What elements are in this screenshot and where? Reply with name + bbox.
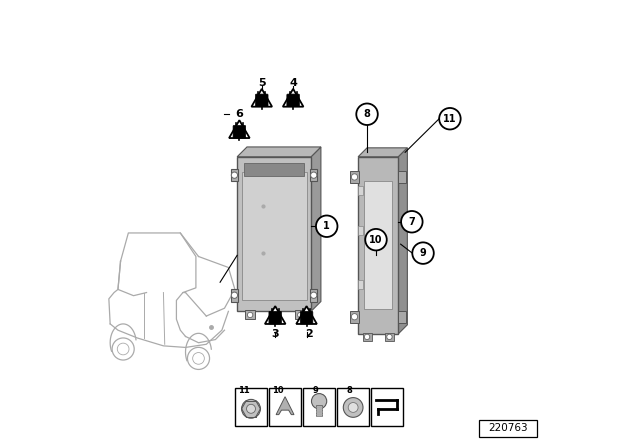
Bar	[231, 169, 238, 181]
FancyBboxPatch shape	[287, 94, 300, 107]
Bar	[303, 388, 335, 426]
Text: 11: 11	[443, 114, 457, 124]
Text: 3: 3	[271, 329, 279, 339]
Polygon shape	[398, 148, 407, 334]
Polygon shape	[252, 89, 272, 107]
Text: 6: 6	[236, 109, 243, 119]
Text: 7: 7	[408, 217, 415, 227]
Bar	[358, 186, 363, 195]
Circle shape	[310, 172, 317, 178]
Bar	[269, 388, 301, 426]
Text: 11: 11	[237, 386, 250, 395]
Circle shape	[248, 312, 253, 318]
Circle shape	[343, 398, 363, 418]
Bar	[358, 226, 363, 235]
Circle shape	[310, 292, 317, 298]
Polygon shape	[265, 306, 285, 324]
Polygon shape	[276, 397, 294, 415]
Circle shape	[412, 242, 434, 264]
Circle shape	[401, 211, 422, 233]
Polygon shape	[358, 148, 407, 157]
Text: 4: 4	[289, 78, 297, 88]
Circle shape	[356, 103, 378, 125]
Text: 1: 1	[323, 221, 330, 231]
Text: 9: 9	[420, 248, 426, 258]
Bar	[358, 280, 363, 289]
Text: 10: 10	[271, 386, 284, 395]
Text: 220763: 220763	[488, 423, 528, 433]
FancyBboxPatch shape	[300, 311, 313, 324]
Polygon shape	[311, 147, 321, 311]
Bar	[362, 333, 371, 341]
Bar	[237, 157, 311, 311]
Text: 9: 9	[313, 386, 319, 395]
Circle shape	[312, 394, 326, 409]
Circle shape	[364, 334, 370, 340]
Circle shape	[387, 334, 392, 340]
Circle shape	[351, 314, 358, 320]
Bar	[385, 333, 394, 341]
Polygon shape	[237, 147, 321, 157]
Bar	[397, 311, 406, 323]
Circle shape	[439, 108, 461, 129]
FancyBboxPatch shape	[269, 311, 282, 324]
Bar	[337, 388, 369, 426]
Circle shape	[231, 292, 237, 298]
Bar	[371, 388, 403, 426]
Bar	[350, 171, 359, 183]
Circle shape	[316, 215, 337, 237]
Circle shape	[351, 174, 358, 180]
Bar	[316, 405, 322, 417]
Text: 10: 10	[369, 235, 383, 245]
Bar	[358, 157, 398, 334]
Circle shape	[231, 172, 237, 178]
FancyBboxPatch shape	[255, 94, 268, 107]
Text: 5: 5	[258, 78, 266, 88]
Polygon shape	[229, 120, 250, 138]
Bar	[397, 171, 406, 183]
Circle shape	[348, 402, 358, 412]
Bar	[295, 310, 305, 319]
Bar	[350, 311, 359, 323]
Bar	[241, 172, 307, 300]
Bar	[479, 420, 538, 437]
Text: 8: 8	[364, 109, 371, 119]
Polygon shape	[283, 89, 303, 107]
Bar	[310, 289, 317, 302]
Circle shape	[246, 404, 255, 413]
Text: 2: 2	[305, 329, 313, 339]
Text: 8: 8	[347, 386, 353, 395]
Bar	[231, 289, 238, 302]
Bar	[235, 388, 267, 426]
Bar	[364, 181, 392, 309]
Circle shape	[298, 312, 303, 318]
Bar	[310, 169, 317, 181]
Polygon shape	[296, 306, 317, 324]
Circle shape	[365, 229, 387, 250]
FancyBboxPatch shape	[233, 125, 246, 138]
Bar	[245, 310, 255, 319]
Circle shape	[241, 400, 260, 418]
Bar	[244, 163, 305, 176]
